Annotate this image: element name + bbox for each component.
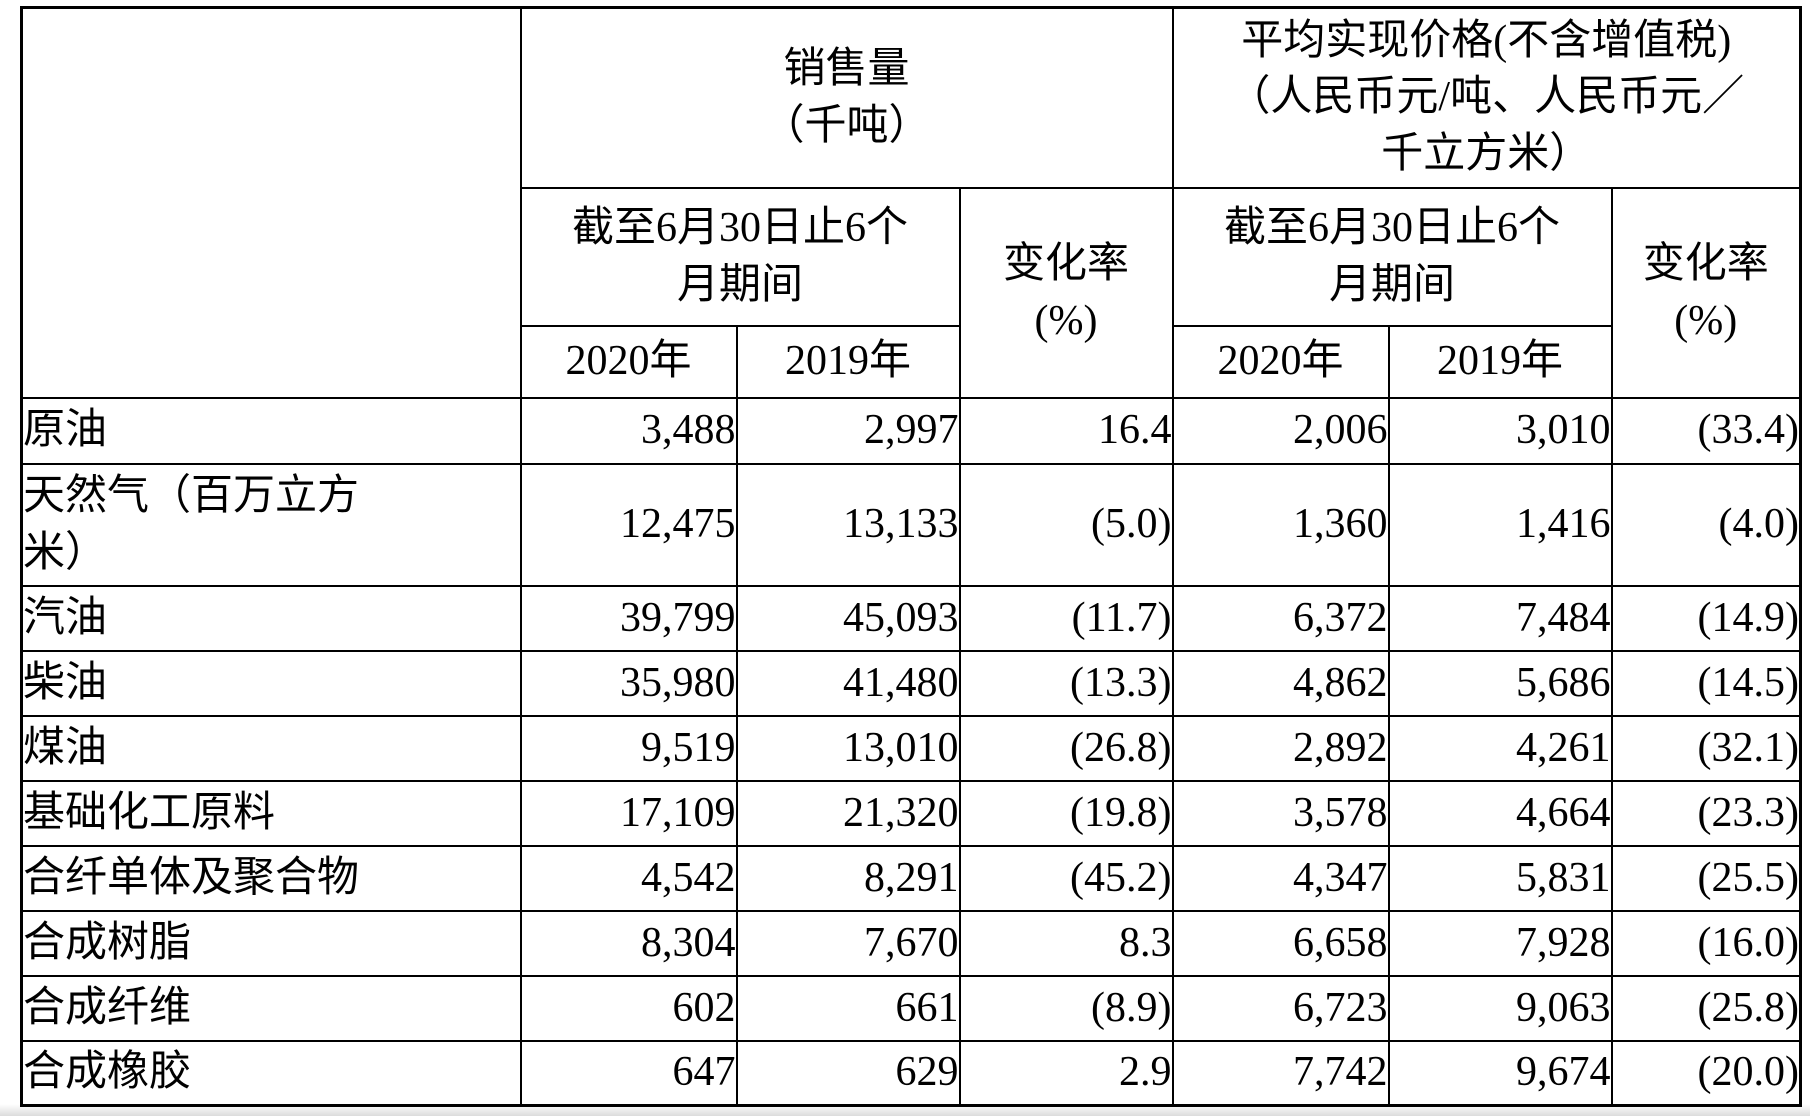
data-cell: 16.4: [958, 396, 1174, 465]
data-cell: 5,686: [1387, 649, 1613, 717]
row-label: 柴油: [20, 649, 522, 717]
row-label: 原油: [20, 396, 522, 465]
data-cell: (26.8): [958, 714, 1174, 782]
row-label: 汽油: [20, 584, 522, 652]
data-cell: (45.2): [958, 844, 1174, 912]
data-cell: 41,480: [735, 649, 961, 717]
row-label: 基础化工原料: [20, 779, 522, 847]
price-year-2019-header: 2019年: [1387, 324, 1613, 399]
data-cell: 2,997: [735, 396, 961, 465]
data-cell: (25.8): [1610, 974, 1802, 1042]
row-label: 合纤单体及聚合物: [20, 844, 522, 912]
data-cell: 4,664: [1387, 779, 1613, 847]
data-cell: 7,928: [1387, 909, 1613, 977]
row-label: 合成橡胶: [20, 1039, 522, 1107]
data-cell: 1,416: [1387, 462, 1613, 587]
data-cell: 13,010: [735, 714, 961, 782]
data-cell: 6,723: [1171, 974, 1390, 1042]
data-cell: (11.7): [958, 584, 1174, 652]
data-cell: 4,542: [519, 844, 738, 912]
data-cell: 602: [519, 974, 738, 1042]
data-cell: (25.5): [1610, 844, 1802, 912]
sales-volume-group-header: 销售量 （千吨）: [519, 6, 1174, 189]
data-cell: (23.3): [1610, 779, 1802, 847]
data-cell: 35,980: [519, 649, 738, 717]
data-cell: 9,063: [1387, 974, 1613, 1042]
sales-year-2020-header: 2020年: [519, 324, 738, 399]
data-cell: 7,670: [735, 909, 961, 977]
data-cell: 2,892: [1171, 714, 1390, 782]
sales-and-price-table: 销售量 （千吨） 平均实现价格(不含增值税) （人民币元/吨、人民币元／ 千立方…: [20, 6, 1803, 1107]
data-cell: (13.3): [958, 649, 1174, 717]
table-row-crude-oil: 原油 3,488 2,997 16.4 2,006 3,010 (33.4): [20, 396, 1802, 465]
data-cell: 3,488: [519, 396, 738, 465]
data-cell: (8.9): [958, 974, 1174, 1042]
sales-year-2019-header: 2019年: [735, 324, 961, 399]
data-cell: (19.8): [958, 779, 1174, 847]
data-cell: (20.0): [1610, 1039, 1802, 1107]
table-row-monomers-polymers: 合纤单体及聚合物 4,542 8,291 (45.2) 4,347 5,831 …: [20, 844, 1802, 912]
row-label: 合成纤维: [20, 974, 522, 1042]
data-cell: 4,862: [1171, 649, 1390, 717]
table-row-diesel: 柴油 35,980 41,480 (13.3) 4,862 5,686 (14.…: [20, 649, 1802, 717]
price-period-header: 截至6月30日止6个 月期间: [1171, 186, 1613, 327]
data-cell: (14.5): [1610, 649, 1802, 717]
data-cell: (4.0): [1610, 462, 1802, 587]
table-row-kerosene: 煤油 9,519 13,010 (26.8) 2,892 4,261 (32.1…: [20, 714, 1802, 782]
table-row-gasoline: 汽油 39,799 45,093 (11.7) 6,372 7,484 (14.…: [20, 584, 1802, 652]
data-cell: 661: [735, 974, 961, 1042]
row-label: 合成树脂: [20, 909, 522, 977]
sales-period-header: 截至6月30日止6个 月期间: [519, 186, 961, 327]
corner-empty-cell: [20, 6, 522, 399]
data-cell: 647: [519, 1039, 738, 1107]
data-cell: 13,133: [735, 462, 961, 587]
data-cell: 5,831: [1387, 844, 1613, 912]
data-cell: 3,578: [1171, 779, 1390, 847]
data-cell: 629: [735, 1039, 961, 1107]
data-cell: 4,261: [1387, 714, 1613, 782]
data-cell: (5.0): [958, 462, 1174, 587]
data-cell: 39,799: [519, 584, 738, 652]
row-label: 天然气（百万立方 米）: [20, 462, 522, 587]
data-cell: (14.9): [1610, 584, 1802, 652]
data-cell: 8,291: [735, 844, 961, 912]
table-row-basic-chemicals: 基础化工原料 17,109 21,320 (19.8) 3,578 4,664 …: [20, 779, 1802, 847]
data-cell: 2,006: [1171, 396, 1390, 465]
data-cell: 1,360: [1171, 462, 1390, 587]
data-cell: 8.3: [958, 909, 1174, 977]
table-row-synthetic-rubber: 合成橡胶 647 629 2.9 7,742 9,674 (20.0): [20, 1039, 1802, 1107]
avg-price-group-header: 平均实现价格(不含增值税) （人民币元/吨、人民币元／ 千立方米）: [1171, 6, 1802, 189]
data-cell: 9,674: [1387, 1039, 1613, 1107]
price-year-2020-header: 2020年: [1171, 324, 1390, 399]
data-cell: 7,484: [1387, 584, 1613, 652]
data-cell: 6,658: [1171, 909, 1390, 977]
data-cell: 12,475: [519, 462, 738, 587]
data-cell: 6,372: [1171, 584, 1390, 652]
data-cell: (16.0): [1610, 909, 1802, 977]
price-change-rate-header: 变化率 (%): [1610, 186, 1802, 399]
table-row-natural-gas: 天然气（百万立方 米） 12,475 13,133 (5.0) 1,360 1,…: [20, 462, 1802, 587]
row-label: 煤油: [20, 714, 522, 782]
table-row-synthetic-fiber: 合成纤维 602 661 (8.9) 6,723 9,063 (25.8): [20, 974, 1802, 1042]
data-cell: 21,320: [735, 779, 961, 847]
data-cell: 4,347: [1171, 844, 1390, 912]
data-cell: (32.1): [1610, 714, 1802, 782]
data-cell: 3,010: [1387, 396, 1613, 465]
sales-change-rate-header: 变化率 (%): [958, 186, 1174, 399]
data-cell: 17,109: [519, 779, 738, 847]
data-cell: 9,519: [519, 714, 738, 782]
table-row-synthetic-resin: 合成树脂 8,304 7,670 8.3 6,658 7,928 (16.0): [20, 909, 1802, 977]
data-cell: 2.9: [958, 1039, 1174, 1107]
data-cell: 7,742: [1171, 1039, 1390, 1107]
data-cell: (33.4): [1610, 396, 1802, 465]
data-cell: 8,304: [519, 909, 738, 977]
data-cell: 45,093: [735, 584, 961, 652]
